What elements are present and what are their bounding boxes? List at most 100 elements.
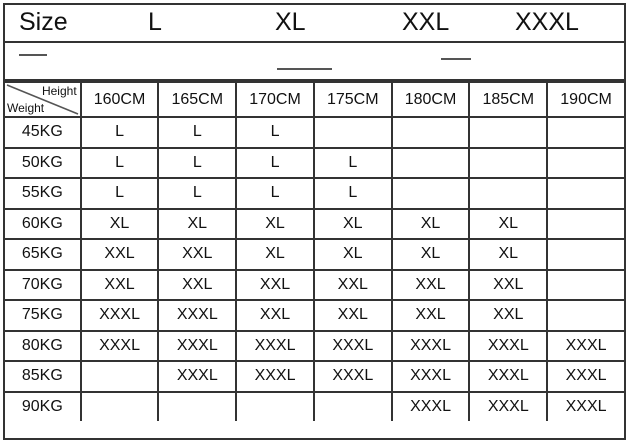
size-cell [390, 177, 471, 210]
weight-cell: 45KG [5, 116, 82, 149]
size-cell: XXL [79, 238, 160, 271]
size-cell: XXXL [468, 390, 549, 421]
size-cell [312, 390, 393, 421]
size-cell: XXL [235, 268, 315, 301]
size-cell: L [235, 177, 315, 210]
height-header: 170CM [235, 81, 315, 118]
weight-cell: 70KG [5, 268, 82, 301]
size-cell: XXXL [546, 329, 624, 362]
size-cell: XXL [312, 299, 393, 332]
table-row: 75KG XXXL XXXL XXL XXL XXL XXL [5, 299, 624, 332]
size-xl: XL [275, 8, 306, 36]
size-cell: XXXL [390, 360, 471, 393]
height-header: 165CM [157, 81, 238, 118]
size-cell: L [312, 177, 393, 210]
size-cell [546, 116, 624, 149]
size-table: Height Weight 160CM 165CM 170CM 175CM 180CM 1… [5, 81, 624, 421]
size-cell [390, 116, 471, 149]
size-cell [312, 116, 393, 149]
size-cell: XXXL [235, 329, 315, 362]
size-cell: XL [390, 238, 471, 271]
size-cell: XXXL [312, 360, 393, 393]
corner-cell: Height Weight [5, 81, 82, 118]
size-cell: XXXL [468, 360, 549, 393]
size-label: Size [19, 8, 68, 36]
table-row: 80KG XXXL XXXL XXXL XXXL XXXL XXXL XXXL [5, 329, 624, 362]
size-cell [157, 390, 238, 421]
weight-cell: 75KG [5, 299, 82, 332]
size-cell [390, 146, 471, 179]
size-cell [546, 238, 624, 271]
size-cell: XL [390, 207, 471, 240]
table-row: 60KG XL XL XL XL XL XL [5, 207, 624, 240]
table-row: 50KG L L L L [5, 146, 624, 179]
table-row: 70KG XXL XXL XXL XXL XXL XXL [5, 268, 624, 301]
size-cell: XXXL [546, 390, 624, 421]
size-cell: L [235, 116, 315, 149]
size-cell: XXL [79, 268, 160, 301]
size-cell: XXXL [79, 299, 160, 332]
weight-cell: 50KG [5, 146, 82, 179]
size-cell: L [79, 146, 160, 179]
size-cell: XXL [468, 268, 549, 301]
size-cell: L [157, 146, 238, 179]
size-cell: XXXL [312, 329, 393, 362]
height-header: 175CM [312, 81, 393, 118]
weight-cell: 90KG [5, 390, 82, 421]
size-cell: XXXL [157, 360, 238, 393]
size-header-row: Size L XL XXL XXXL [5, 5, 624, 43]
height-header: 185CM [468, 81, 549, 118]
size-cell: XL [235, 207, 315, 240]
size-cell: XXL [468, 299, 549, 332]
size-cell: XXXL [468, 329, 549, 362]
size-cell [546, 177, 624, 210]
size-cell: XL [468, 238, 549, 271]
weight-cell: 65KG [5, 238, 82, 271]
size-cell: XL [157, 207, 238, 240]
weight-label: Weight [7, 101, 45, 115]
size-xxl: XXL [402, 8, 450, 36]
size-cell: XL [468, 207, 549, 240]
size-cell [468, 177, 549, 210]
size-cell: XL [312, 238, 393, 271]
table-row: 90KG XXXL XXXL XXXL [5, 390, 624, 421]
size-cell [235, 390, 315, 421]
size-cell: L [312, 146, 393, 179]
size-chart: Size L XL XXL XXXL Height Weight 160CM 16… [3, 3, 626, 440]
size-xxxl: XXXL [515, 8, 579, 36]
weight-cell: 60KG [5, 207, 82, 240]
size-cell: XXXL [546, 360, 624, 393]
size-cell: XXXL [157, 329, 238, 362]
size-cell: XXXL [79, 329, 160, 362]
size-cell: XL [235, 238, 315, 271]
weight-cell: 85KG [5, 360, 82, 393]
size-cell: XXXL [235, 360, 315, 393]
weight-cell: 80KG [5, 329, 82, 362]
weight-cell: 55KG [5, 177, 82, 210]
size-cell: XXXL [157, 299, 238, 332]
size-cell [546, 268, 624, 301]
size-l: L [148, 8, 162, 36]
size-cell: XXL [390, 299, 471, 332]
size-cell: L [79, 116, 160, 149]
size-cell [546, 299, 624, 332]
height-label: Height [41, 84, 77, 98]
size-cell: XXL [235, 299, 315, 332]
height-header: 190CM [546, 81, 624, 118]
height-header: 160CM [79, 81, 160, 118]
size-cell [468, 146, 549, 179]
table-row: 85KG XXXL XXXL XXXL XXXL XXXL XXXL [5, 360, 624, 393]
size-cell [79, 390, 160, 421]
size-cell: XXXL [390, 329, 471, 362]
size-cell: L [235, 146, 315, 179]
height-header: 180CM [390, 81, 471, 118]
size-cell [468, 116, 549, 149]
size-cell: XXL [312, 268, 393, 301]
size-cell: XL [312, 207, 393, 240]
size-cell: XXL [157, 238, 238, 271]
table-row: 55KG L L L L [5, 177, 624, 210]
size-cell: XXL [157, 268, 238, 301]
size-cell [79, 360, 160, 393]
size-cell: L [79, 177, 160, 210]
size-cell: XXL [390, 268, 471, 301]
